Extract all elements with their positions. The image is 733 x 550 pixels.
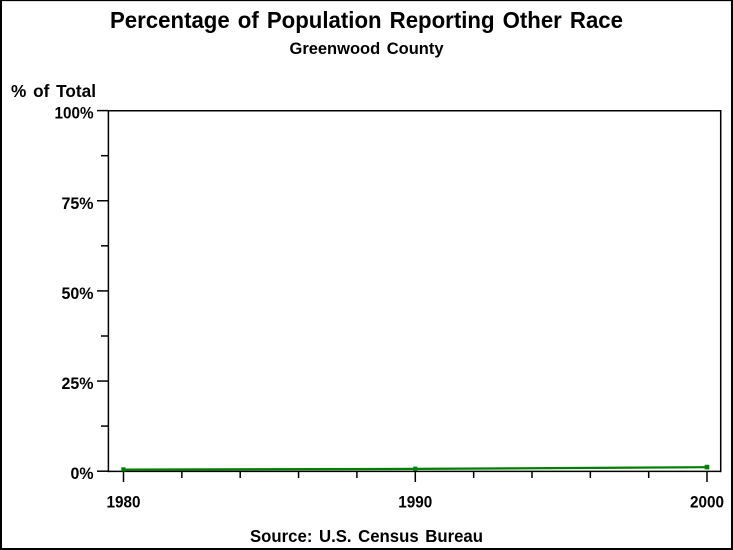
svg-text:1980: 1980 — [107, 493, 141, 512]
svg-text:50%: 50% — [62, 284, 94, 303]
svg-text:2000: 2000 — [690, 493, 724, 512]
svg-text:Greenwood County: Greenwood County — [290, 40, 445, 58]
svg-text:25%: 25% — [62, 374, 94, 393]
svg-text:0%: 0% — [71, 464, 94, 483]
svg-text:100%: 100% — [55, 104, 94, 123]
svg-text:% of Total: % of Total — [11, 82, 96, 101]
svg-text:1990: 1990 — [398, 493, 432, 512]
svg-text:Source: U.S. Census Bureau: Source: U.S. Census Bureau — [250, 526, 483, 546]
svg-text:Percentage of Population Repor: Percentage of Population Reporting Other… — [110, 7, 623, 33]
svg-text:75%: 75% — [62, 194, 94, 213]
